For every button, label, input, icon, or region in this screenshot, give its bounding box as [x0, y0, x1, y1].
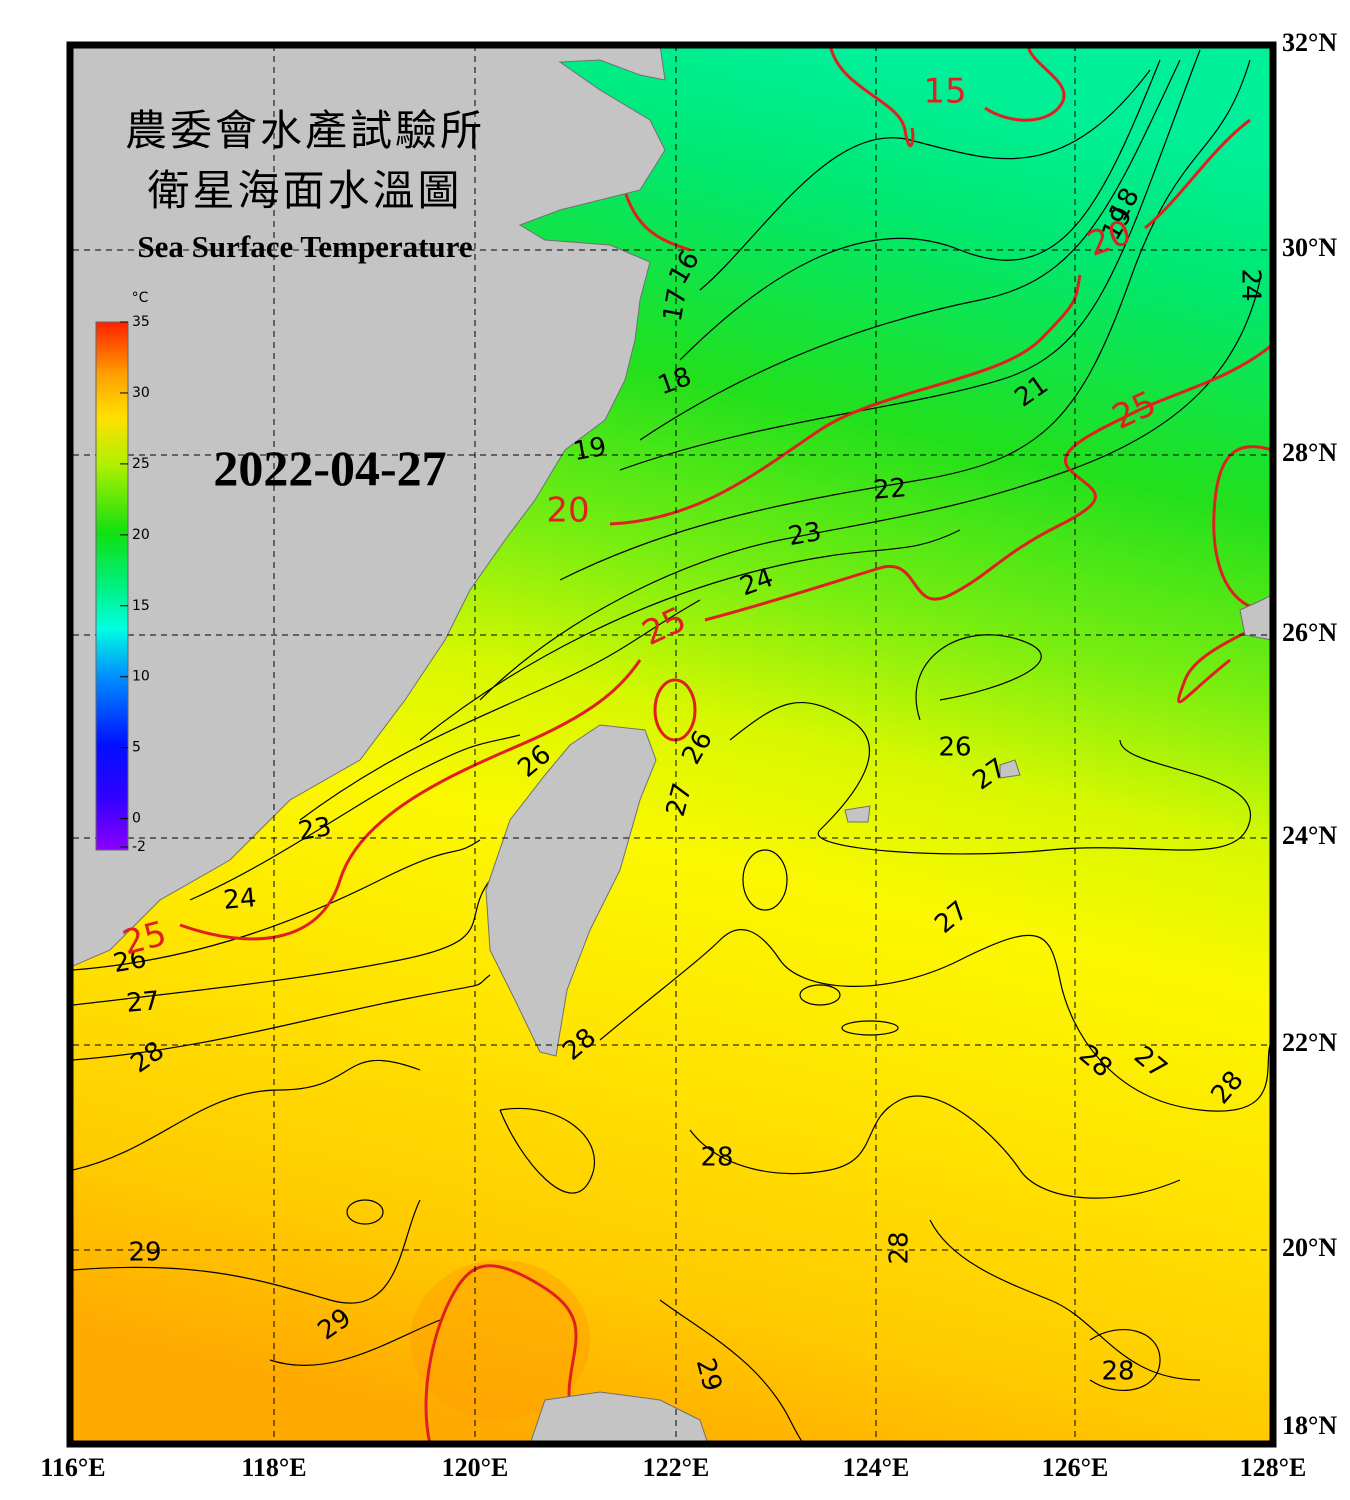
contour-label: 15	[923, 72, 966, 112]
contour-label: 23	[786, 517, 824, 552]
contour-label: 26	[111, 944, 149, 979]
longitude-label: 124°E	[843, 1453, 910, 1482]
contour-label: 22	[872, 473, 908, 506]
colorbar-tick-label: 15	[132, 598, 150, 614]
warm-patch	[410, 1260, 590, 1420]
map-body	[73, 45, 1273, 1444]
colorbar-tick-label: -2	[132, 839, 146, 855]
longitude-label: 128°E	[1240, 1453, 1307, 1482]
contour-label: 28	[1101, 1357, 1134, 1387]
title-zh-2: 衛星海面水溫圖	[147, 169, 462, 215]
longitude-label: 116°E	[40, 1453, 105, 1482]
contour-label: 27	[125, 986, 161, 1019]
contour-label: 20	[546, 491, 589, 531]
colorbar-tick-label: 10	[132, 669, 150, 685]
latitude-label: 24°N	[1282, 821, 1337, 850]
map-frame	[66, 41, 1277, 1448]
latitude-label: 30°N	[1282, 233, 1337, 262]
black-contours	[73, 49, 1273, 1444]
contour-label: 23	[296, 812, 334, 847]
contour-label: 24	[222, 883, 258, 916]
colorbar-tick-label: 35	[132, 314, 150, 330]
latitude-label: 26°N	[1282, 618, 1337, 647]
latitude-label: 32°N	[1282, 28, 1337, 57]
colorbar-tick-label: 30	[132, 385, 150, 401]
colorbar-tick-label: 5	[132, 740, 141, 756]
longitude-label: 120°E	[442, 1453, 509, 1482]
contour-label: 17	[658, 286, 693, 324]
contour-label: 28	[700, 1143, 733, 1173]
graticule	[73, 45, 1273, 1444]
latitude-label: 20°N	[1282, 1233, 1337, 1262]
title-en: Sea Surface Temperature	[137, 229, 472, 264]
longitude-label: 118°E	[241, 1453, 306, 1482]
contour-label: 28	[885, 1231, 915, 1264]
title-zh-1: 農委會水產試驗所	[125, 108, 485, 155]
contour-label: 24	[1236, 268, 1266, 301]
colorbar	[95, 321, 129, 851]
contour-label: 26	[938, 733, 971, 763]
land	[73, 45, 1273, 1444]
colorbar-tick-label: 20	[132, 527, 150, 543]
colorbar-tick-label: 0	[132, 811, 141, 827]
latitude-label: 22°N	[1282, 1028, 1337, 1057]
latitude-label: 18°N	[1282, 1411, 1337, 1440]
colorbar-tick-label: 25	[132, 456, 150, 472]
contour-label: 19	[571, 432, 609, 467]
longitude-label: 126°E	[1042, 1453, 1109, 1482]
colorbar-unit: °C	[132, 290, 149, 306]
contour-label: 29	[128, 1238, 161, 1268]
date: 2022-04-27	[213, 440, 446, 496]
longitude-label: 122°E	[643, 1453, 710, 1482]
latitude-label: 28°N	[1282, 438, 1337, 467]
